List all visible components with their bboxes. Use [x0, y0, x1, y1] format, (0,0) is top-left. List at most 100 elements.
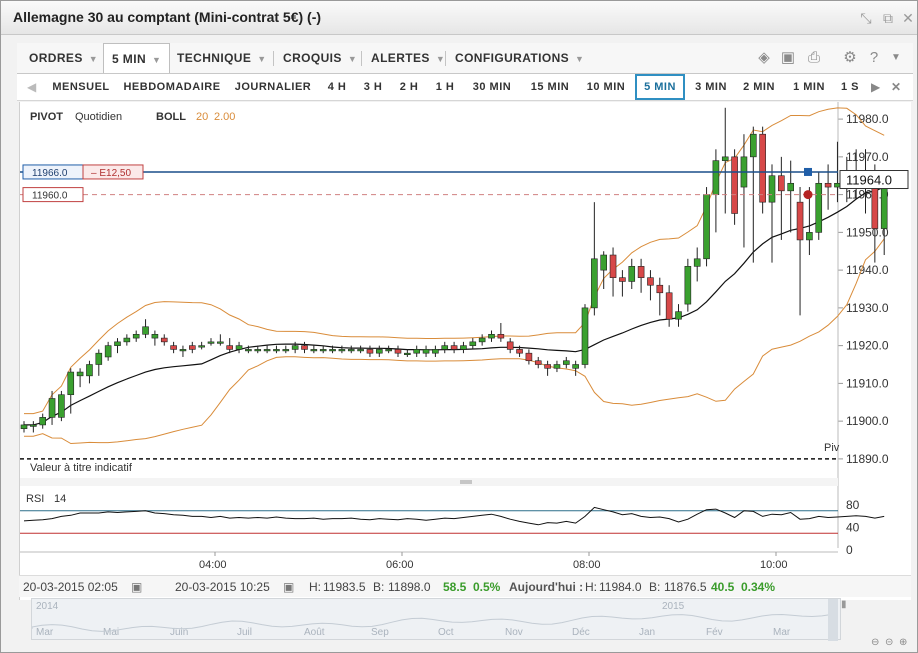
- close-periods-icon[interactable]: ✕: [891, 80, 902, 94]
- period-4h[interactable]: 4 H: [327, 81, 347, 93]
- menu-separator: [361, 51, 362, 66]
- candle: [656, 284, 664, 294]
- candle: [39, 417, 47, 426]
- pane-divider: [20, 478, 838, 486]
- candle: [58, 394, 65, 418]
- period-15min[interactable]: 15 MIN: [530, 81, 570, 93]
- zoom-out-icon[interactable]: ⊖: [871, 637, 880, 648]
- candle: [759, 133, 766, 203]
- menu-label: CROQUIS: [283, 51, 342, 65]
- today-label: Aujourd'hui :: [509, 580, 584, 594]
- navigator-month: Jan: [639, 627, 655, 638]
- period-journalier[interactable]: JOURNALIER: [234, 81, 312, 93]
- from-date: 20-03-2015 02:05: [23, 580, 118, 594]
- rsi-tick-label: 80: [846, 498, 860, 512]
- navigator-month: Fév: [706, 627, 723, 638]
- period-1h[interactable]: 1 H: [435, 81, 455, 93]
- menu-ordres[interactable]: ORDRES ▼: [21, 43, 106, 73]
- menu-technique[interactable]: TECHNIQUE ▼: [169, 43, 275, 73]
- candle: [413, 349, 421, 354]
- candle: [637, 266, 645, 278]
- navigator-year: 2015: [662, 601, 685, 612]
- menu-interval[interactable]: 5 MIN ▼: [103, 43, 171, 74]
- chart-area[interactable]: 11980.0 11970.0 11960.0 11950.0 11940.0 11930…: [19, 102, 911, 600]
- period-3h[interactable]: 3 H: [363, 81, 383, 93]
- menu-configurations[interactable]: CONFIGURATIONS ▼: [447, 43, 592, 73]
- calendar-icon[interactable]: ▣: [131, 580, 143, 594]
- boll-legend-period: 20: [196, 111, 208, 123]
- candle: [329, 349, 336, 352]
- change-pct: 0.5%: [473, 580, 501, 594]
- candle: [217, 341, 224, 344]
- period-hebdomadaire[interactable]: HEBDOMADAIRE: [123, 81, 221, 93]
- candle: [319, 349, 327, 352]
- candle: [796, 201, 804, 241]
- candle: [749, 133, 757, 158]
- x-tick-label: 08:00: [573, 559, 601, 571]
- period-30min[interactable]: 30 MIN: [472, 81, 512, 93]
- period-1min[interactable]: 1 MIN: [793, 81, 825, 93]
- gear-icon[interactable]: ⚙: [843, 49, 857, 66]
- chevron-down-icon: ▼: [257, 54, 267, 64]
- scrollbar-handle-icon[interactable]: ▮: [841, 599, 847, 610]
- menu-alertes[interactable]: ALERTES ▼: [363, 43, 453, 73]
- candle: [291, 345, 299, 350]
- period-5min[interactable]: 5 MIN: [635, 74, 685, 100]
- candle: [310, 349, 318, 352]
- scroll-left-icon[interactable]: ◀: [27, 80, 37, 94]
- resize-icon[interactable]: ⤡: [860, 10, 872, 26]
- menu-separator: [273, 51, 274, 66]
- calendar-icon[interactable]: ▣: [283, 580, 295, 594]
- pivot-legend-value: Quotidien: [75, 111, 122, 123]
- zoom-in-icon[interactable]: ⊕: [899, 637, 908, 648]
- info-bar: 20-03-2015 02:05 ▣ 20-03-2015 10:25 ▣ H:…: [19, 575, 911, 597]
- image-icon[interactable]: ▣: [780, 49, 796, 66]
- order-tag-box: [82, 164, 144, 180]
- candle: [338, 349, 346, 352]
- candle: [30, 424, 37, 427]
- layers-icon[interactable]: ◈: [758, 49, 770, 66]
- help-icon[interactable]: ?: [869, 49, 879, 66]
- order-tag-label: – E12,50: [91, 168, 131, 179]
- navigator-chart: 2014 2015 Mar Mai Juin Juil Août Sep Oct Nov Déc Ja…: [31, 599, 838, 641]
- candle: [824, 182, 832, 188]
- popout-icon[interactable]: ⧉: [883, 10, 893, 26]
- candle: [123, 337, 131, 343]
- period-3min[interactable]: 3 MIN: [695, 81, 727, 93]
- menu-label: TECHNIQUE: [177, 51, 252, 65]
- order-marker: [804, 167, 812, 176]
- zoom-reset-icon[interactable]: ⊝: [885, 637, 894, 648]
- navigator-month: Août: [304, 627, 325, 638]
- x-tick-label: 10:00: [760, 559, 788, 571]
- to-date: 20-03-2015 10:25: [175, 580, 270, 594]
- period-1s[interactable]: 1 S: [840, 81, 859, 93]
- menu-croquis[interactable]: CROQUIS ▼: [275, 43, 365, 73]
- candle: [506, 341, 514, 350]
- period-mensuel[interactable]: MENSUEL: [52, 81, 110, 93]
- print-icon[interactable]: ⎙: [807, 49, 820, 66]
- navigator-month: Oct: [438, 627, 454, 638]
- price-chart[interactable]: 11980.011970.011960.011950.011940.011930…: [20, 102, 912, 574]
- pivot-line-label: Piv: [824, 442, 840, 454]
- time-navigator[interactable]: 2014 2015 Mar Mai Juin Juil Août Sep Oct Nov Déc Ja…: [31, 598, 841, 641]
- menu-label: ALERTES: [371, 51, 430, 65]
- y-tick-label: 11940.0: [846, 263, 889, 277]
- rsi-line: [23, 506, 885, 526]
- candle: [114, 341, 121, 346]
- candle: [553, 364, 561, 369]
- period-2h[interactable]: 2 H: [399, 81, 419, 93]
- period-2min[interactable]: 2 MIN: [743, 81, 775, 93]
- navigator-controls[interactable]: ▮ ⊖ ⊝ ⊕: [841, 599, 913, 651]
- alert-price-label: 11960.0: [32, 191, 68, 202]
- scroll-right-icon[interactable]: ▶: [871, 80, 881, 94]
- chevron-down-icon[interactable]: ▼: [891, 52, 901, 63]
- close-icon[interactable]: ✕: [902, 10, 914, 26]
- pivot-legend-label: PIVOT: [30, 111, 63, 123]
- candle: [357, 349, 364, 352]
- candle: [20, 424, 28, 429]
- candle: [179, 349, 187, 352]
- candle: [815, 182, 823, 233]
- period-10min[interactable]: 10 MIN: [586, 81, 626, 93]
- candle: [581, 307, 589, 365]
